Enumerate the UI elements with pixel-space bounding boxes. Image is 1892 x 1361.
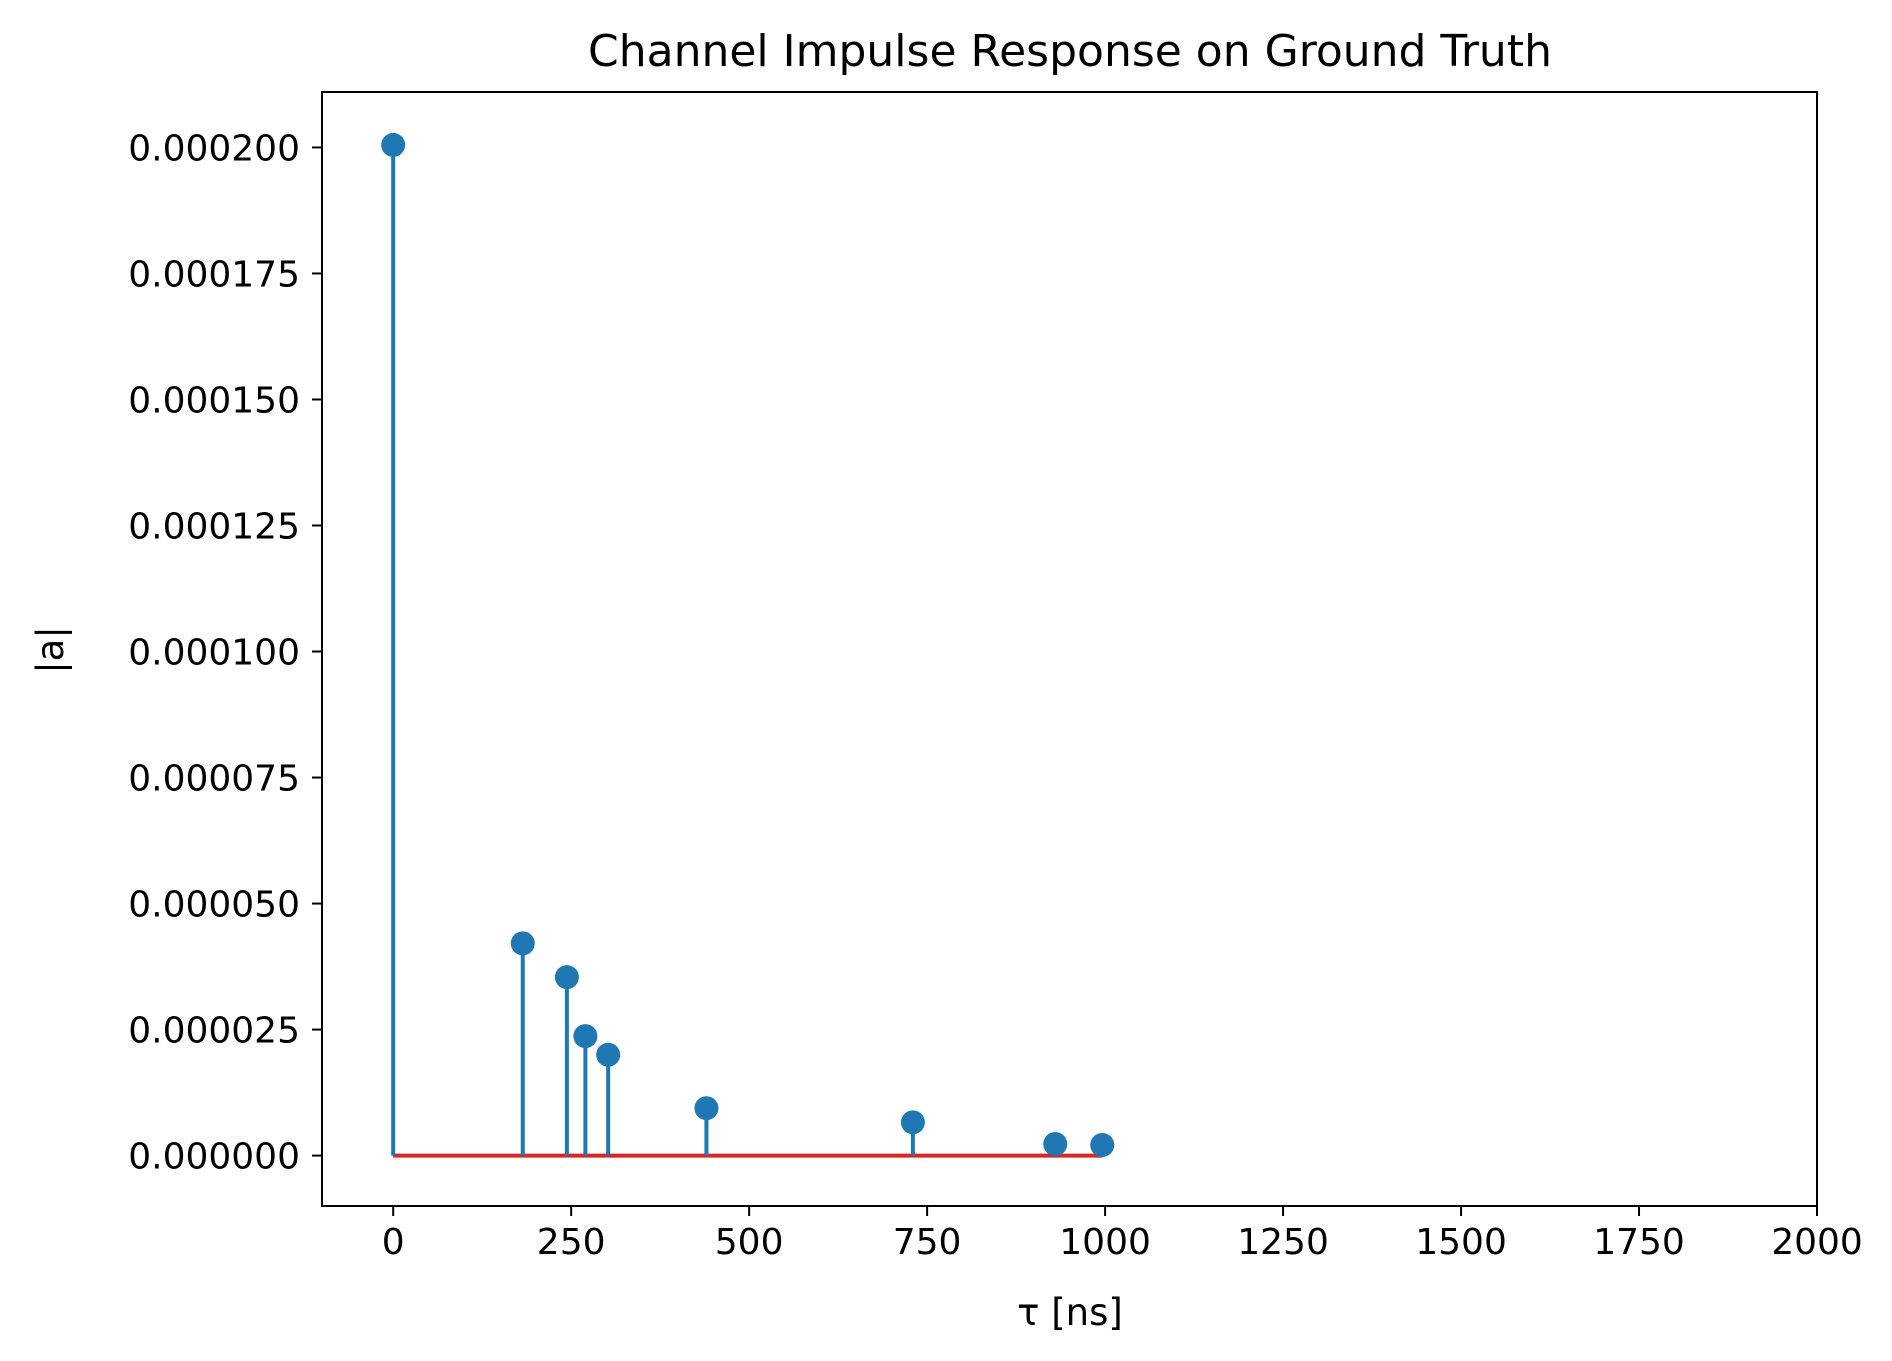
- x-tick-label: 0: [382, 1222, 405, 1263]
- y-tick-label: 0.000200: [128, 128, 300, 169]
- x-axis: 0 250 500 750 1000 1250 1500 1750 2000: [382, 1206, 1863, 1263]
- x-tick-label: 1000: [1059, 1222, 1151, 1263]
- y-tick-label: 0.000000: [128, 1137, 300, 1178]
- x-tick-label: 250: [537, 1222, 606, 1263]
- stem-marker: [900, 1110, 925, 1135]
- stem-marker: [554, 965, 579, 990]
- y-tick-label: 0.000075: [128, 759, 300, 800]
- x-tick-label: 1500: [1415, 1222, 1507, 1263]
- chart-title: Channel Impulse Response on Ground Truth: [588, 26, 1552, 77]
- x-tick-label: 1750: [1593, 1222, 1685, 1263]
- y-tick-label: 0.000025: [128, 1011, 300, 1052]
- stem-marker: [1090, 1133, 1115, 1158]
- plot-background: [322, 92, 1817, 1206]
- x-tick-label: 2000: [1771, 1222, 1863, 1263]
- stem-marker: [596, 1042, 621, 1067]
- x-axis-title: τ [ns]: [1017, 1291, 1123, 1334]
- x-tick-label: 500: [715, 1222, 784, 1263]
- y-tick-label: 0.000150: [128, 380, 300, 421]
- y-tick-label: 0.000125: [128, 507, 300, 548]
- x-tick-label: 750: [893, 1222, 962, 1263]
- stem-marker: [694, 1096, 719, 1121]
- plot-area: [322, 92, 1817, 1206]
- y-tick-label: 0.000175: [128, 254, 300, 295]
- stem-marker: [1043, 1131, 1068, 1156]
- y-tick-label: 0.000050: [128, 885, 300, 926]
- plot-frame: [321, 91, 1818, 1207]
- x-tick-label: 1250: [1237, 1222, 1329, 1263]
- y-axis-title: |a|: [29, 626, 72, 674]
- stem-marker: [381, 132, 406, 157]
- y-axis: 0.000000 0.000025 0.000050 0.000075 0.000100…: [128, 128, 322, 1178]
- markers-layer: [381, 132, 1115, 1158]
- stem-marker: [573, 1024, 598, 1049]
- y-tick-label: 0.000100: [128, 633, 300, 674]
- stem-marker: [510, 931, 535, 956]
